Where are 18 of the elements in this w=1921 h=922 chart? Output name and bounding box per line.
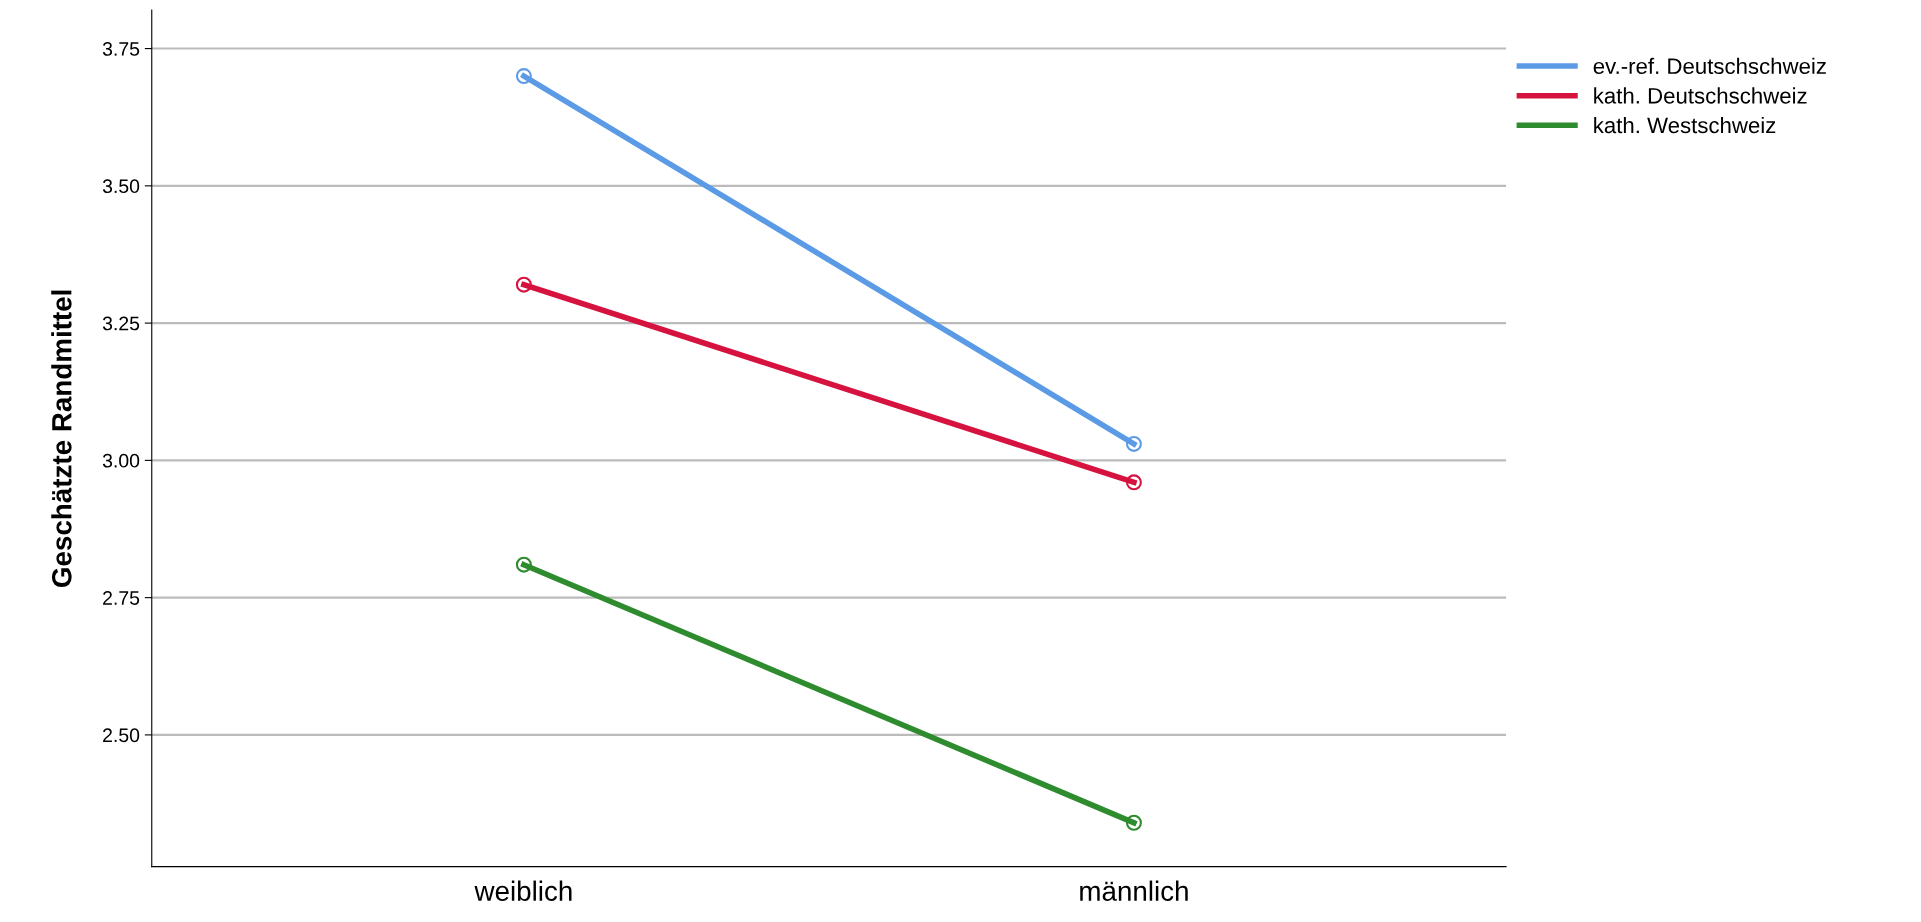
- x-tick-label: weiblich: [474, 880, 572, 901]
- y-tick-label: 3.50: [102, 179, 140, 194]
- legend-label: kath. Westschweiz: [1594, 116, 1776, 134]
- point: [1125, 474, 1142, 491]
- y-tick-label: 2.50: [103, 728, 140, 743]
- y-tick-label: 3.75: [102, 42, 140, 56]
- legend-label: kath. Deutschschweiz: [1594, 87, 1807, 104]
- y-tick-label: 2.75: [103, 591, 140, 605]
- point: [1125, 814, 1142, 831]
- x-tick-label: männlich: [1080, 880, 1188, 901]
- point: [515, 276, 532, 293]
- y-tick-label: 3.25: [102, 316, 140, 331]
- point: [515, 68, 532, 85]
- y-axis-title: Geschätzte Randmittel: [51, 290, 72, 587]
- point: [1125, 435, 1142, 452]
- y-tick-label: 3.00: [102, 453, 140, 468]
- legend-label: ev.-ref. Deutschschweiz: [1593, 57, 1826, 75]
- point: [515, 556, 532, 573]
